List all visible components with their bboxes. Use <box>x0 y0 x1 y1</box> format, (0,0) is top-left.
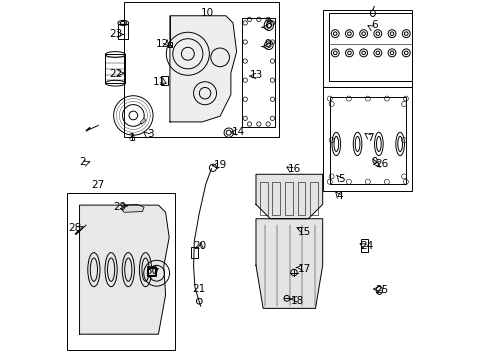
Bar <box>309 182 317 215</box>
Polygon shape <box>255 219 322 309</box>
Text: 11: 11 <box>152 77 165 87</box>
Bar <box>161 76 168 85</box>
Bar <box>323 87 411 191</box>
Bar <box>168 42 171 46</box>
Text: 20: 20 <box>192 241 205 251</box>
Text: 30: 30 <box>144 266 158 276</box>
Text: 18: 18 <box>290 296 304 306</box>
Bar <box>118 24 128 39</box>
Text: 29: 29 <box>113 202 126 212</box>
Text: 5: 5 <box>337 174 344 184</box>
Bar <box>361 239 367 252</box>
Bar <box>124 3 278 137</box>
Text: 9: 9 <box>264 40 271 49</box>
Bar <box>260 182 267 215</box>
Bar <box>323 10 411 87</box>
Bar <box>148 268 155 275</box>
Text: 25: 25 <box>374 285 387 296</box>
Text: 2: 2 <box>79 157 85 167</box>
Text: 1: 1 <box>129 133 136 143</box>
Bar <box>67 193 174 350</box>
Polygon shape <box>255 174 322 219</box>
Text: 28: 28 <box>68 224 81 233</box>
Polygon shape <box>169 16 236 122</box>
Bar <box>272 182 280 215</box>
Text: 22: 22 <box>109 69 122 79</box>
Text: 13: 13 <box>249 69 263 80</box>
Bar <box>105 54 125 83</box>
Text: 7: 7 <box>366 133 373 143</box>
Bar <box>329 97 405 184</box>
Text: 15: 15 <box>298 227 311 237</box>
Text: 16: 16 <box>287 164 300 174</box>
Bar <box>285 182 292 215</box>
Text: 19: 19 <box>213 159 226 170</box>
Bar <box>190 247 198 258</box>
Text: 23: 23 <box>109 30 122 39</box>
Text: 3: 3 <box>147 130 154 139</box>
Text: 17: 17 <box>297 264 310 274</box>
Text: 4: 4 <box>336 191 342 201</box>
Bar <box>241 18 275 127</box>
Text: 26: 26 <box>374 159 387 169</box>
Text: 8: 8 <box>264 21 271 31</box>
Text: 12: 12 <box>156 39 169 49</box>
Text: 14: 14 <box>232 127 245 137</box>
Bar <box>328 13 411 81</box>
Bar <box>147 267 156 276</box>
Text: 24: 24 <box>360 241 373 251</box>
Polygon shape <box>121 204 144 212</box>
Text: 6: 6 <box>370 20 377 30</box>
Text: 10: 10 <box>200 8 213 18</box>
Polygon shape <box>140 118 145 124</box>
Bar <box>297 182 305 215</box>
Text: 21: 21 <box>192 284 205 294</box>
Polygon shape <box>80 205 169 334</box>
Text: 27: 27 <box>91 180 104 190</box>
